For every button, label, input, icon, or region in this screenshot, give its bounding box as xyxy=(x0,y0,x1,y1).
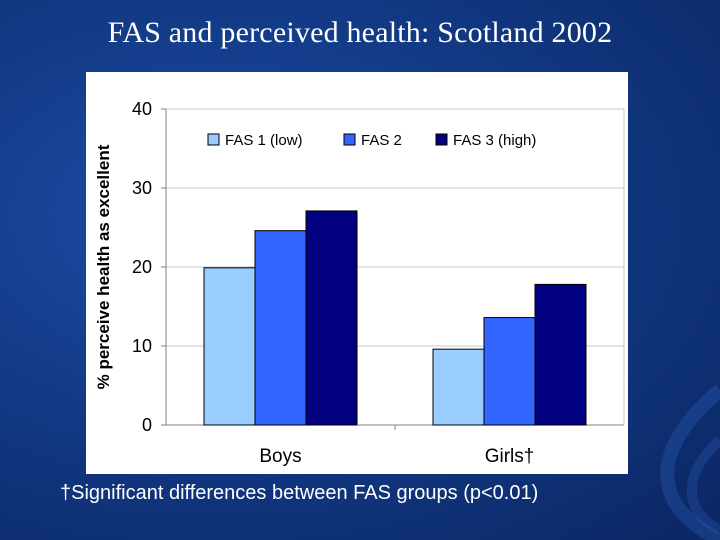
legend: FAS 1 (low) FAS 2 FAS 3 (high) xyxy=(207,132,536,149)
y-tick-label: 0 xyxy=(142,415,152,435)
legend-swatch xyxy=(207,133,220,146)
x-category-label: Girls† xyxy=(485,446,535,467)
x-category-label: Boys xyxy=(259,446,301,467)
legend-label: FAS 1 (low) xyxy=(225,132,303,149)
bar-chart: 0 10 20 30 40 % perceive health as excellent B… xyxy=(94,99,625,467)
y-tick-label: 20 xyxy=(132,257,152,277)
bar-boys-fas2 xyxy=(254,230,307,426)
chart-panel: 0 10 20 30 40 % perceive health as excellent B… xyxy=(86,72,628,474)
axes: 0 10 20 30 40 % perceive health as excellent B… xyxy=(94,99,625,467)
bar-boys-fas1 xyxy=(203,267,256,426)
y-tick-label: 10 xyxy=(132,336,152,356)
legend-label: FAS 3 (high) xyxy=(453,132,536,149)
footnote: †Significant differences between FAS gro… xyxy=(60,482,539,504)
bar-girls-fas2 xyxy=(483,317,536,426)
slide-title: FAS and perceived health: Scotland 2002 xyxy=(107,16,613,49)
bar-girls-fas3 xyxy=(534,283,587,426)
legend-swatch xyxy=(435,133,448,146)
bar-boys-fas3 xyxy=(305,210,358,426)
decorative-swirl xyxy=(660,384,720,540)
y-axis-label: % perceive health as excellent xyxy=(94,144,113,389)
y-tick-label: 30 xyxy=(132,178,152,198)
legend-label: FAS 2 xyxy=(361,132,402,149)
bars xyxy=(203,210,587,426)
legend-swatch xyxy=(343,133,356,146)
y-tick-label: 40 xyxy=(132,99,152,119)
bar-girls-fas1 xyxy=(432,348,485,426)
